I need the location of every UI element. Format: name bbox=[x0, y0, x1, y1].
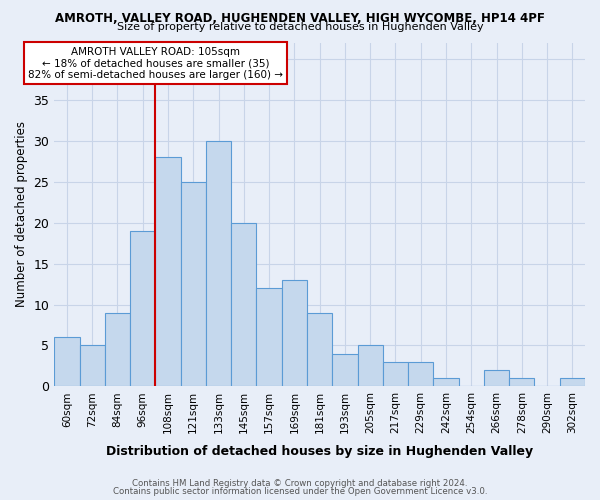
Bar bbox=[358, 346, 383, 387]
Bar bbox=[433, 378, 458, 386]
X-axis label: Distribution of detached houses by size in Hughenden Valley: Distribution of detached houses by size … bbox=[106, 444, 533, 458]
Text: Contains HM Land Registry data © Crown copyright and database right 2024.: Contains HM Land Registry data © Crown c… bbox=[132, 478, 468, 488]
Text: AMROTH VALLEY ROAD: 105sqm
← 18% of detached houses are smaller (35)
82% of semi: AMROTH VALLEY ROAD: 105sqm ← 18% of deta… bbox=[28, 46, 283, 80]
Bar bbox=[408, 362, 433, 386]
Bar bbox=[181, 182, 206, 386]
Bar bbox=[560, 378, 585, 386]
Text: Size of property relative to detached houses in Hughenden Valley: Size of property relative to detached ho… bbox=[116, 22, 484, 32]
Bar bbox=[105, 312, 130, 386]
Bar bbox=[484, 370, 509, 386]
Bar bbox=[256, 288, 282, 386]
Bar bbox=[54, 338, 80, 386]
Bar bbox=[282, 280, 307, 386]
Bar bbox=[307, 312, 332, 386]
Bar bbox=[130, 231, 155, 386]
Bar bbox=[332, 354, 358, 386]
Bar bbox=[155, 157, 181, 386]
Bar bbox=[206, 141, 231, 386]
Bar bbox=[80, 346, 105, 387]
Bar bbox=[509, 378, 535, 386]
Bar bbox=[383, 362, 408, 386]
Text: AMROTH, VALLEY ROAD, HUGHENDEN VALLEY, HIGH WYCOMBE, HP14 4PF: AMROTH, VALLEY ROAD, HUGHENDEN VALLEY, H… bbox=[55, 12, 545, 26]
Bar bbox=[231, 222, 256, 386]
Y-axis label: Number of detached properties: Number of detached properties bbox=[15, 122, 28, 308]
Text: Contains public sector information licensed under the Open Government Licence v3: Contains public sector information licen… bbox=[113, 487, 487, 496]
